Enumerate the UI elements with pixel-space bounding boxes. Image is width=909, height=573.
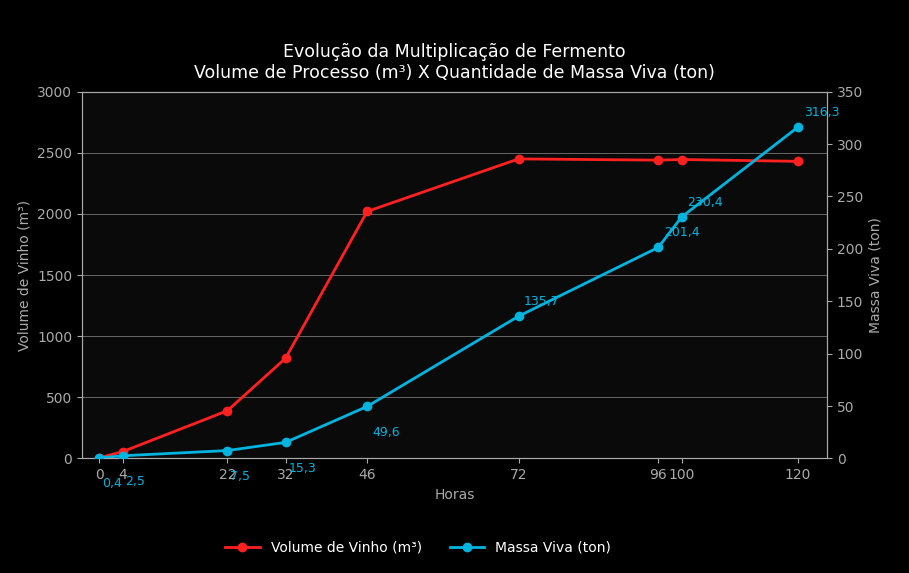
Massa Viva (ton) [362,403,373,410]
Massa Viva (ton) [94,454,105,461]
Volume de Vinho (m³) [793,158,804,165]
Volume de Vinho (m³) [653,156,664,163]
Volume de Vinho (m³) [222,407,233,414]
Text: 0,4: 0,4 [102,477,122,490]
Massa Viva (ton) [280,439,291,446]
Volume de Vinho (m³) [94,454,105,461]
Volume de Vinho (m³) [117,448,128,455]
Text: 2,5: 2,5 [125,475,145,488]
Text: 230,4: 230,4 [687,195,723,209]
Volume de Vinho (m³) [676,156,687,163]
Text: 135,7: 135,7 [524,295,560,308]
Volume de Vinho (m³) [513,155,524,162]
Massa Viva (ton) [676,214,687,221]
Text: 7,5: 7,5 [230,470,250,483]
Line: Volume de Vinho (m³): Volume de Vinho (m³) [95,155,803,462]
Massa Viva (ton) [653,244,664,251]
Legend: Volume de Vinho (m³), Massa Viva (ton): Volume de Vinho (m³), Massa Viva (ton) [219,535,617,560]
Text: 15,3: 15,3 [288,462,316,475]
Massa Viva (ton) [117,452,128,459]
Title: Evolução da Multiplicação de Fermento
Volume de Processo (m³) X Quantidade de Ma: Evolução da Multiplicação de Fermento Vo… [194,43,715,82]
Massa Viva (ton) [513,313,524,320]
X-axis label: Horas: Horas [435,488,474,502]
Y-axis label: Massa Viva (ton): Massa Viva (ton) [869,217,883,333]
Volume de Vinho (m³) [280,355,291,362]
Y-axis label: Volume de Vinho (m³): Volume de Vinho (m³) [17,199,32,351]
Text: 49,6: 49,6 [373,426,400,439]
Massa Viva (ton) [793,124,804,131]
Text: 316,3: 316,3 [804,105,839,119]
Volume de Vinho (m³) [362,208,373,215]
Line: Massa Viva (ton): Massa Viva (ton) [95,123,803,462]
Massa Viva (ton) [222,447,233,454]
Text: 201,4: 201,4 [664,226,700,239]
